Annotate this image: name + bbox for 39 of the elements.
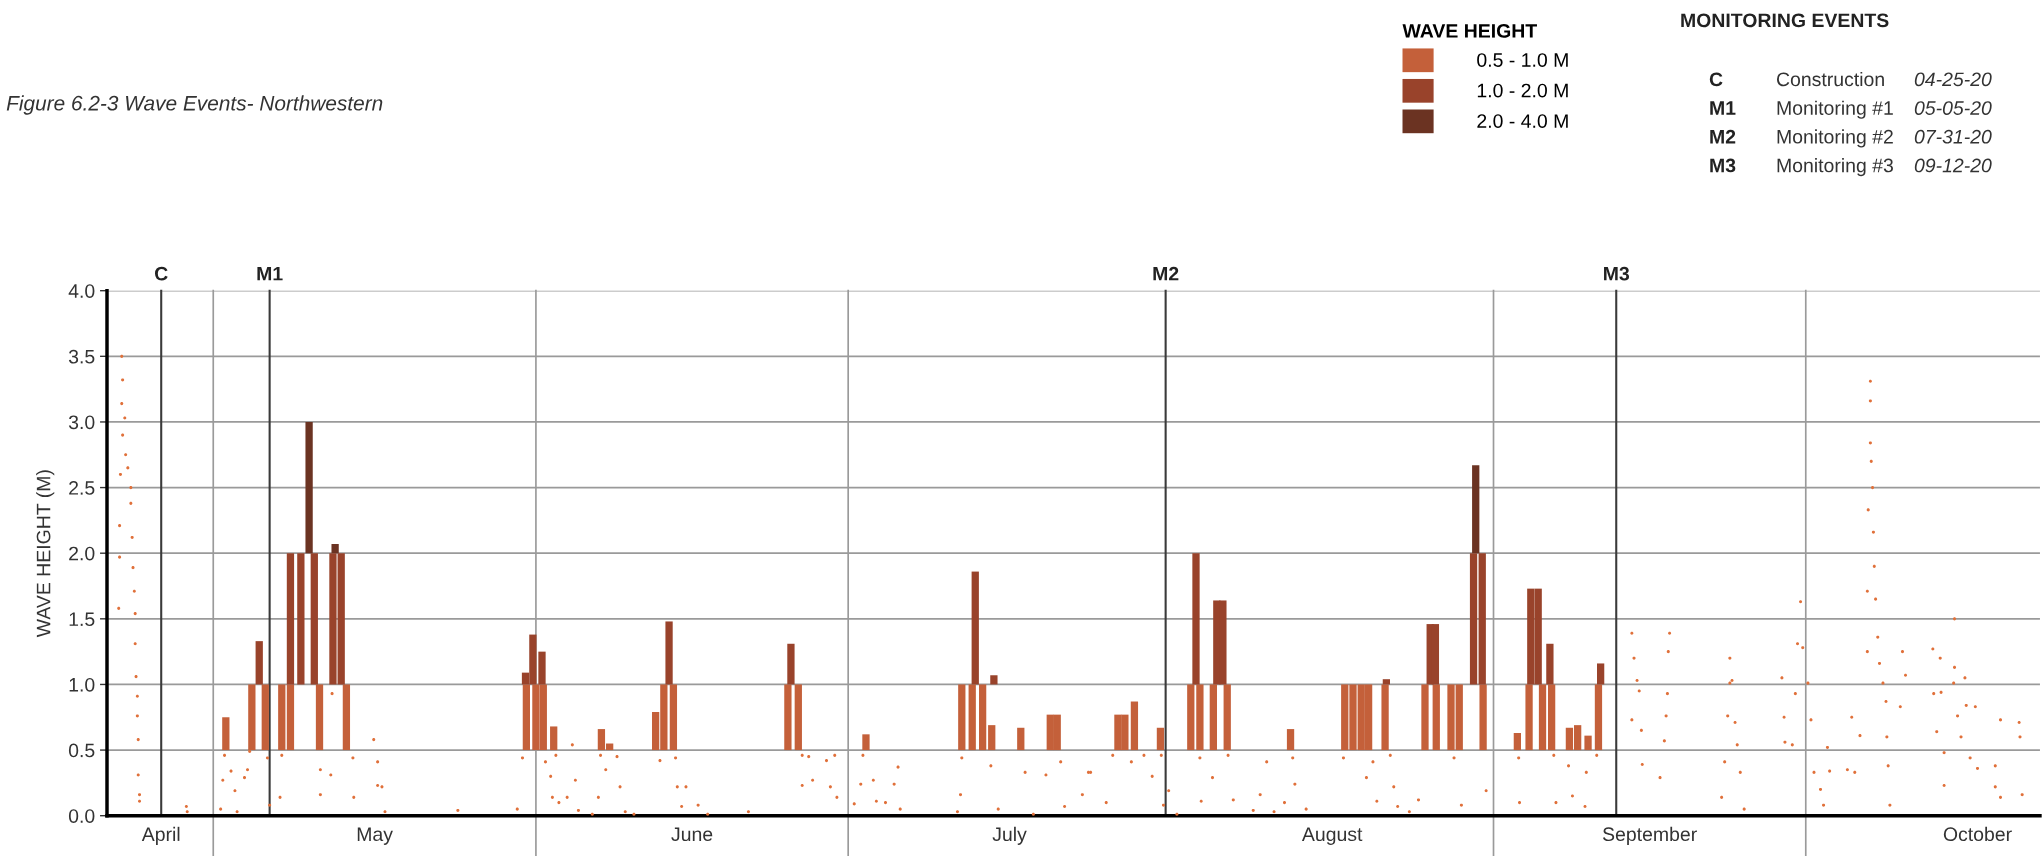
y-tick-label: 0.0 (68, 809, 95, 823)
y-tick-label: 2.5 (69, 481, 95, 495)
text: 05-05-20 (1914, 101, 1992, 115)
ref-line-label: M3 (1604, 266, 1630, 281)
y-tick-label: 3.0 (68, 415, 95, 430)
y-axis-title: WAVE HEIGHT (M) (36, 470, 55, 638)
legend-label: 0.5 - 1.0 M (1477, 53, 1568, 67)
y-tick-label: 0.5 (68, 743, 95, 758)
text: M1 (1710, 101, 1736, 115)
x-tick-label: May (357, 827, 393, 845)
x-tick-label: July (992, 826, 1027, 845)
text: Monitoring #2 (1777, 129, 1893, 148)
legend-label: 1.0 - 2.0 M (1477, 83, 1568, 98)
y-tick-label: 1.5 (69, 612, 95, 627)
text: Monitoring #3 (1777, 158, 1893, 177)
y-tick-label: 4.0 (68, 284, 95, 298)
x-tick-label: June (671, 827, 713, 842)
legend-title: WAVE HEIGHT (1402, 24, 1537, 38)
y-tick-label: 2.0 (69, 546, 95, 561)
text: Monitoring #1 (1777, 100, 1893, 119)
chart-title: Figure 6.2-3 Wave Events- Northwestern (6, 95, 383, 115)
text: M3 (1710, 158, 1736, 173)
y-tick-label: 1.0 (69, 677, 95, 692)
legend-label: 2.0 - 4.0 M (1477, 114, 1568, 128)
text: M2 (1710, 129, 1736, 144)
ref-line-label: C (154, 266, 168, 281)
x-tick-label: April (141, 826, 180, 845)
ref-line-label: M2 (1153, 266, 1179, 281)
text: Construction (1776, 71, 1884, 87)
text: 04-25-20 (1914, 72, 1992, 87)
text: C (1709, 72, 1723, 87)
x-tick-label: September (1602, 826, 1697, 845)
y-tick-label: 3.5 (68, 349, 95, 364)
ref-line-label: M1 (257, 266, 283, 281)
text: 09-12-20 (1914, 158, 1992, 173)
text: 07-31-20 (1914, 129, 1992, 144)
x-tick-label: August (1301, 827, 1363, 845)
text: MONITORING EVENTS (1681, 13, 1889, 28)
x-tick-label: October (1943, 826, 2012, 842)
